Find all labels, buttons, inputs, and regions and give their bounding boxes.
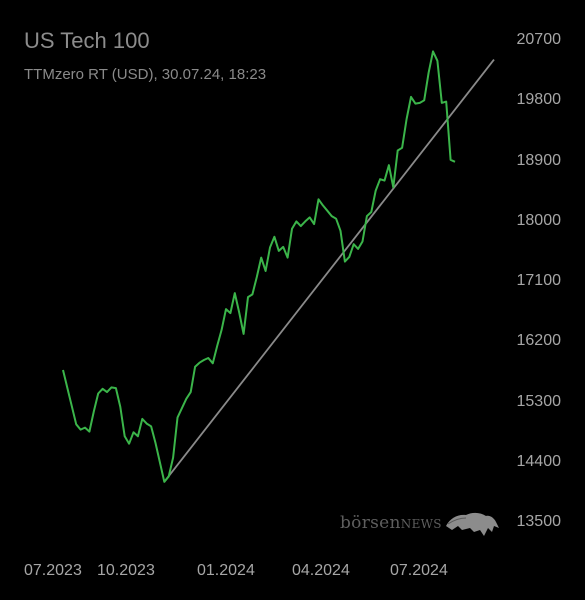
y-tick-label: 16200	[516, 332, 562, 350]
y-tick-label: 20700	[516, 31, 562, 48]
chart-title: US Tech 100	[24, 28, 150, 53]
x-tick-label: 04.2024	[292, 562, 350, 579]
y-tick-label: 18000	[516, 211, 562, 229]
x-tick-label: 10.2023	[97, 562, 155, 579]
x-tick-label: 01.2024	[197, 562, 255, 579]
chart-subtitle: TTMzero RT (USD), 30.07.24, 18:23	[24, 66, 267, 83]
boersennews-watermark: börsennews	[340, 506, 500, 540]
y-tick-label: 18900	[516, 151, 562, 169]
y-tick-label: 15300	[516, 392, 562, 410]
x-tick-label: 07.2023	[24, 562, 82, 579]
y-tick-label: 19800	[516, 91, 562, 109]
watermark-text: börsennews	[340, 513, 442, 533]
bear-icon	[445, 512, 499, 536]
trendline	[163, 59, 495, 483]
series-line-us-tech-100	[62, 50, 456, 483]
y-tick-label: 13500	[516, 513, 562, 530]
y-tick-label: 17100	[516, 272, 562, 289]
y-tick-label: 14400	[516, 452, 562, 470]
x-tick-label: 07.2024	[390, 562, 448, 579]
